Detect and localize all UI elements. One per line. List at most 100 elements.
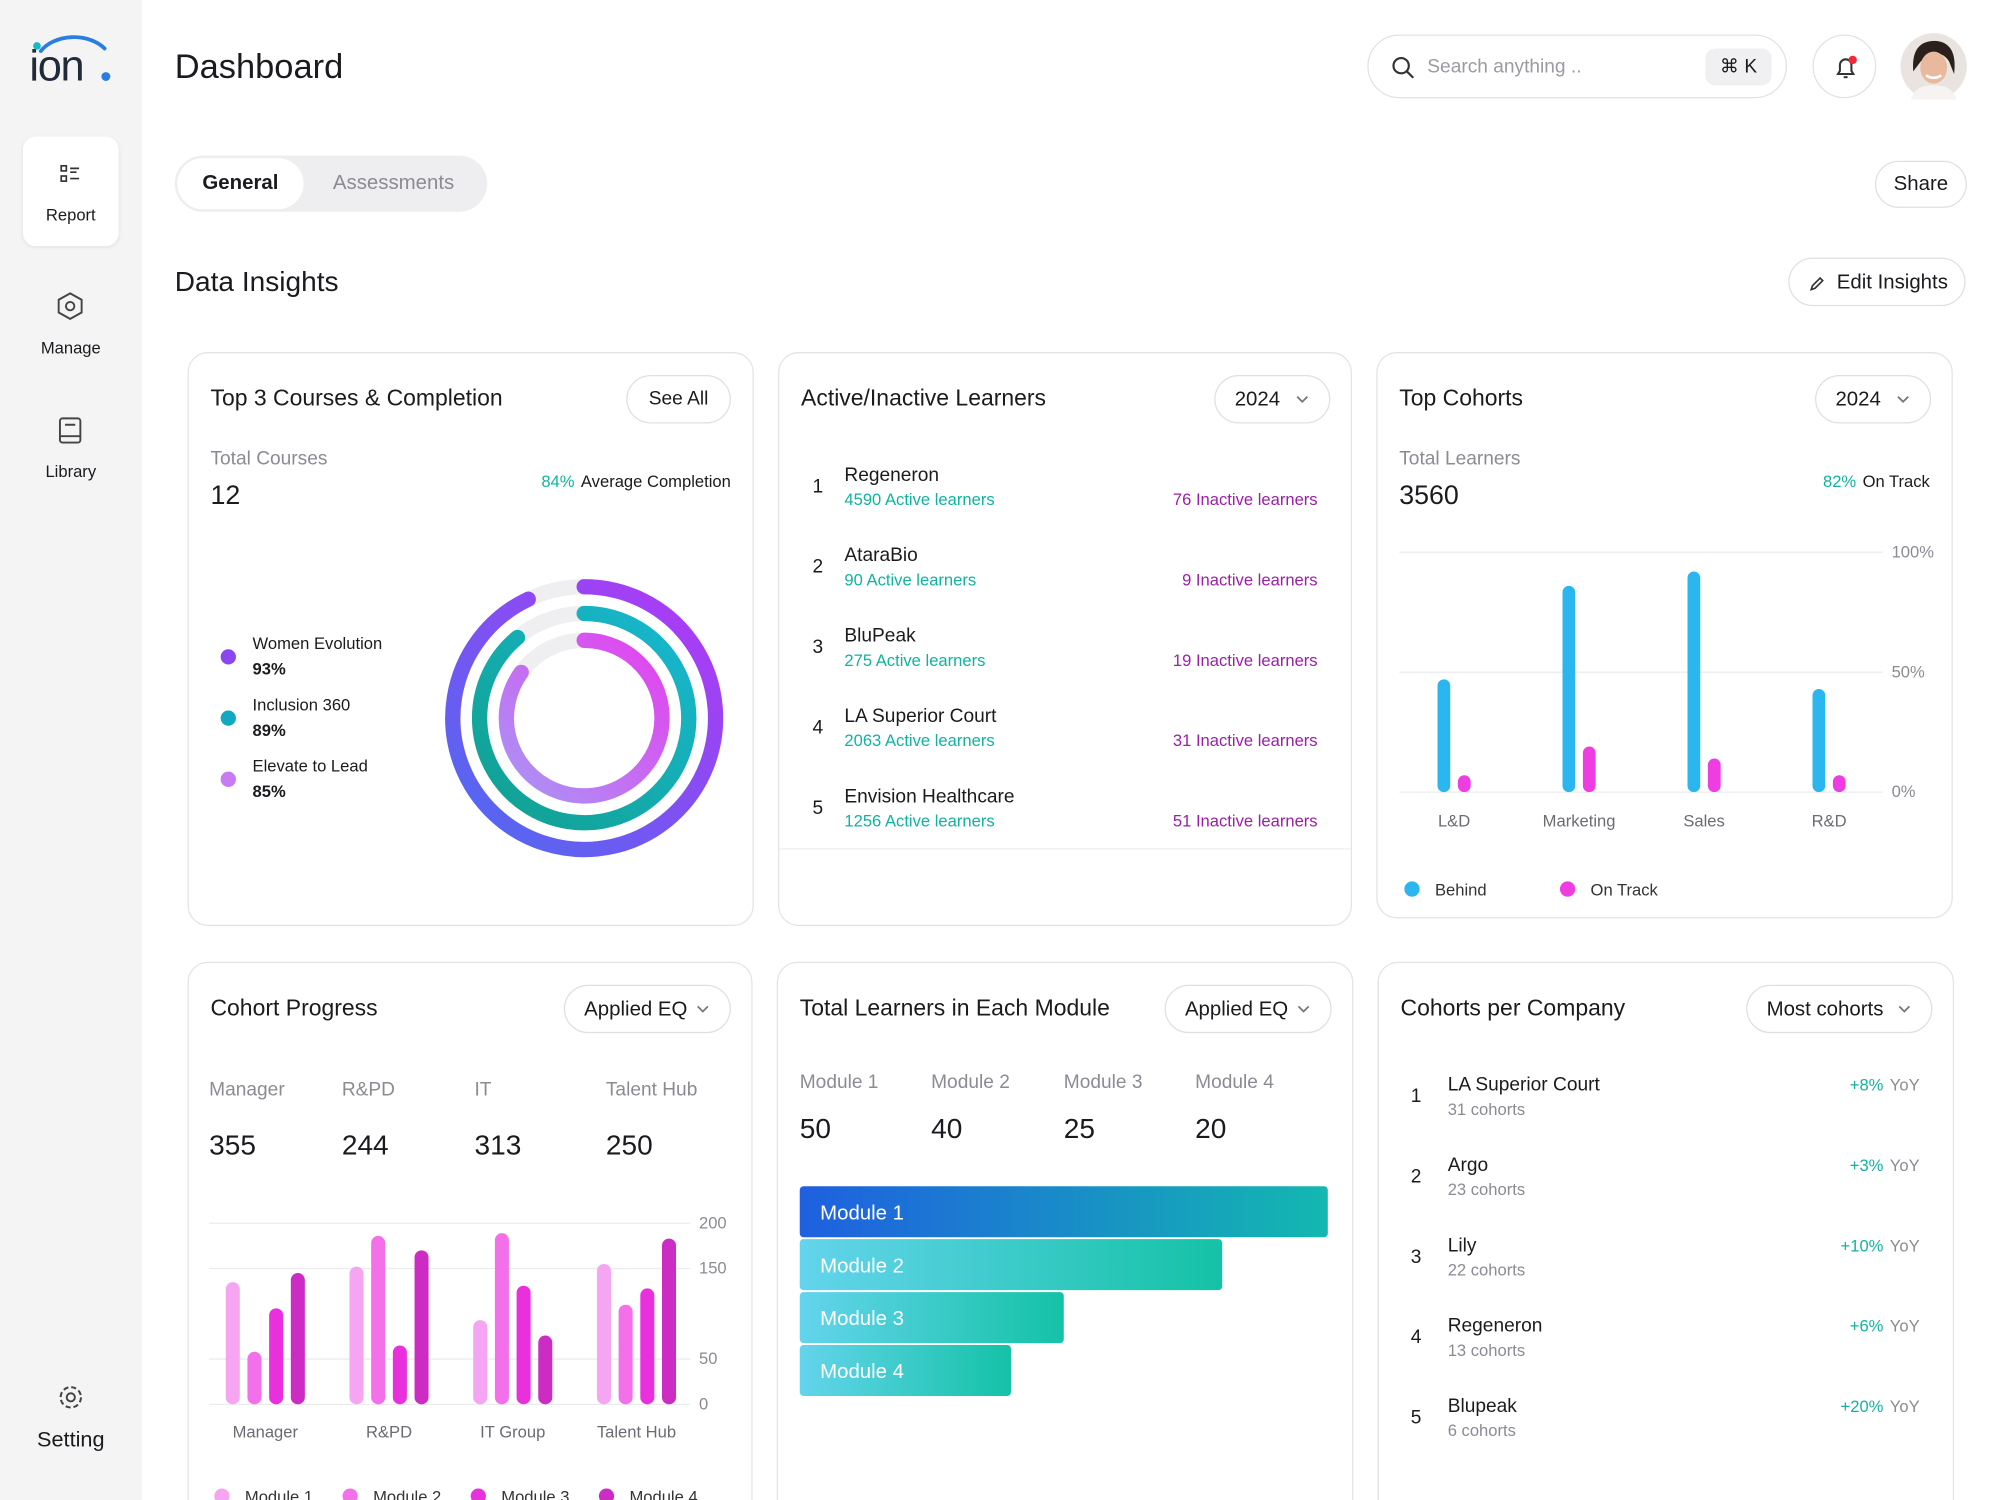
company-name: Lily [1447,1234,1477,1257]
setting-icon [59,1386,83,1409]
divider [779,848,1351,850]
rank: 3 [1410,1246,1422,1268]
search-placeholder: Search anything .. [1427,56,1582,78]
bar [799,1345,1011,1397]
change-period: YoY [1889,1316,1920,1336]
x-tick-label: R&D [1812,812,1847,831]
setting-icon-part [59,1386,83,1409]
learners-card: Active/Inactive Learners 2024 1 Regeneron 45… [778,352,1353,927]
stat-label: IT [474,1079,492,1101]
setting-icon-part [65,1392,76,1403]
yoy-change: +6% YoY [1850,1317,1920,1337]
search-icon [1392,56,1414,79]
legend-dot [1404,881,1420,897]
search-box[interactable]: Search anything .. ⌘ K [1367,34,1787,99]
completion-label: Average Completion [580,472,731,492]
change-value: +10% [1840,1236,1884,1256]
change-period: YoY [1889,1075,1920,1095]
courses-card: Top 3 Courses & Completion See All Total C… [187,352,754,927]
legend-dot [220,710,236,726]
nav-library[interactable]: Library [0,411,142,488]
legend-name: Elevate to Lead [252,756,368,776]
on-track-label: On Track [1862,472,1930,492]
x-tick-label: Marketing [1543,812,1616,831]
change-period: YoY [1889,1236,1920,1256]
legend-dot-circle [220,710,236,726]
chevron-icon-part [1296,396,1309,404]
stat-value: 250 [605,1128,653,1161]
stat-label: Module 3 [1063,1071,1143,1094]
company-name: LA Superior Court [1447,1073,1600,1096]
x-tick-label: IT Group [480,1422,545,1441]
bell-icon [1836,55,1857,79]
change-value: +8% [1849,1075,1884,1095]
legend-value: 93% [252,659,286,679]
bar [371,1235,386,1405]
change-value: +3% [1849,1155,1884,1175]
chevron-icon [1297,1005,1310,1013]
report-icon-part [60,164,68,172]
bar [516,1285,531,1405]
tab-assessments[interactable]: Assessments [332,172,455,194]
active-learners: 275 Active learners [844,650,986,670]
dropdown-label: 2024 [1835,389,1881,412]
stat-label: Total Courses [210,447,328,470]
card-title: Top 3 Courses & Completion [210,385,503,411]
see-all-button[interactable]: See All [626,374,731,424]
edit-insights-button[interactable]: Edit Insights [1788,257,1966,307]
chevron-icon-part [1897,396,1909,404]
nav-setting[interactable]: Setting [0,1378,142,1460]
nav-label: Setting [37,1427,105,1452]
stat-value: 3560 [1399,481,1459,511]
bar [1457,775,1471,793]
stat-value: 313 [474,1128,522,1161]
nav-report[interactable]: Report [22,136,119,247]
y-tick-label: 0 [699,1394,708,1413]
bar [494,1233,509,1405]
company-name: LA Superior Court [844,705,997,728]
bar [596,1263,611,1405]
inactive-learners: 9 Inactive learners [1182,570,1318,590]
dropdown[interactable]: Applied EQ [1164,984,1332,1034]
yoy-change: +10% YoY [1841,1236,1920,1256]
cohort-count: 31 cohorts [1447,1099,1526,1119]
card-title: Top Cohorts [1399,385,1524,411]
bar [1832,775,1846,793]
logo-mark-part [101,72,111,81]
legend-dot [598,1488,615,1500]
nav-manage[interactable]: Manage [0,287,142,364]
y-tick-label: 200 [699,1213,727,1232]
change-value: +20% [1840,1396,1884,1417]
x-tick-label: Manager [233,1422,299,1441]
top-cohorts-card: 0% 50% 100% L&D Marketing Sales R&D Behind On Tr… [1376,352,1953,919]
stat-label: Module 2 [931,1071,1010,1094]
dropdown[interactable]: Most cohorts [1746,984,1933,1034]
manage-icon-part [57,292,83,320]
notification-button[interactable] [1812,34,1877,99]
bar [473,1320,488,1405]
dropdown-label: Applied EQ [584,999,688,1021]
donut [445,579,724,858]
logo-mark [33,35,111,81]
rank: 5 [812,797,824,819]
logo: ion [29,41,84,91]
cohort-count: 22 cohorts [1447,1260,1526,1280]
share-button[interactable]: Share [1874,160,1967,208]
dropdown[interactable]: 2024 [1815,374,1932,424]
y-tick-label: 150 [699,1259,727,1278]
legend-dot [220,771,236,787]
dropdown[interactable]: Applied EQ [563,984,731,1034]
bar [1582,746,1596,793]
ring-arc [445,579,724,858]
dropdown[interactable]: 2024 [1214,374,1331,424]
inactive-learners: 76 Inactive learners [1172,490,1318,510]
bar [392,1345,407,1405]
ring-arc [471,605,697,831]
y-tick-label: 0% [1892,782,1916,801]
tab-general[interactable]: General [177,158,304,210]
nav-label: Report [45,205,96,225]
active-learners: 4590 Active learners [844,490,995,510]
active-learners: 90 Active learners [844,570,977,590]
inactive-learners: 19 Inactive learners [1172,650,1318,670]
